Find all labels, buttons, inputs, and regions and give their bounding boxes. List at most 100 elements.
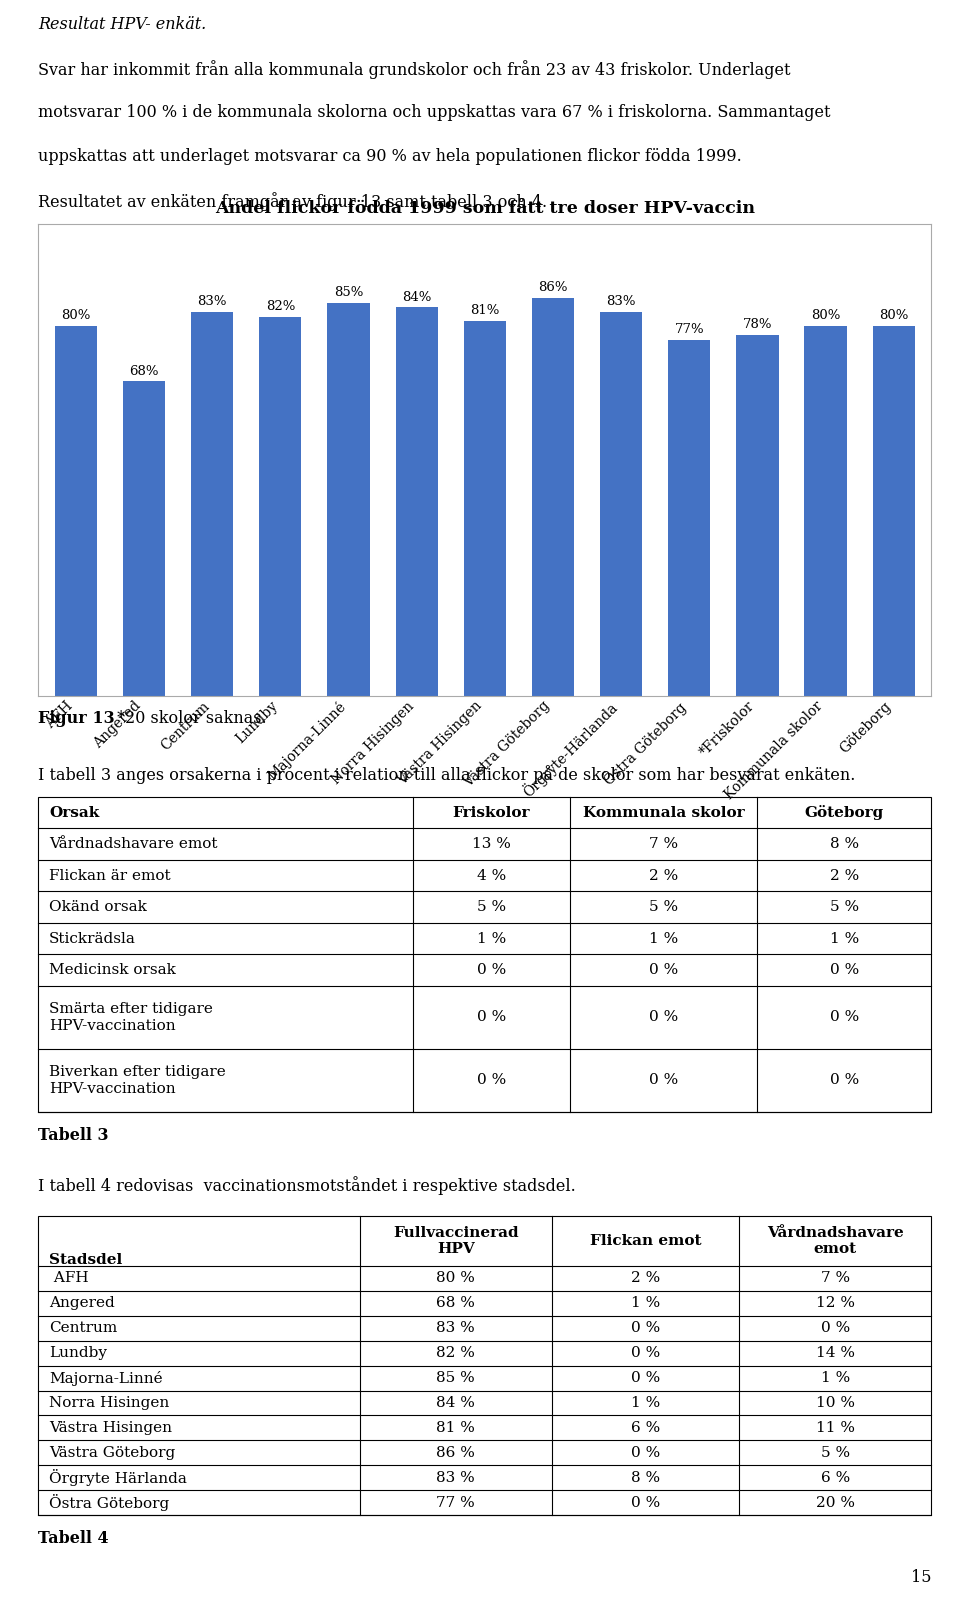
Text: Vårdnadshavare
emot: Vårdnadshavare emot — [767, 1226, 903, 1256]
Text: 83 %: 83 % — [437, 1322, 475, 1334]
Text: Figur 13: Figur 13 — [38, 710, 115, 726]
Text: AFH: AFH — [49, 1272, 88, 1285]
Text: 15: 15 — [911, 1570, 931, 1586]
Text: 80%: 80% — [811, 309, 840, 322]
Text: Tabell 3: Tabell 3 — [38, 1126, 108, 1144]
Text: 83%: 83% — [607, 296, 636, 309]
Text: 83%: 83% — [198, 296, 227, 309]
Text: Angered: Angered — [49, 1296, 115, 1310]
Text: 0 %: 0 % — [477, 963, 506, 978]
Text: Smärta efter tidigare
HPV-vaccination: Smärta efter tidigare HPV-vaccination — [49, 1002, 213, 1032]
Text: 86%: 86% — [539, 282, 567, 294]
Text: 14 %: 14 % — [816, 1346, 854, 1360]
Text: Västra Göteborg: Västra Göteborg — [49, 1446, 176, 1459]
Text: 5 %: 5 % — [649, 901, 678, 914]
Text: Fullvaccinerad
HPV: Fullvaccinerad HPV — [393, 1226, 518, 1256]
Bar — [396, 307, 438, 696]
Text: 0 %: 0 % — [821, 1322, 850, 1334]
Bar — [736, 334, 779, 696]
Text: 84 %: 84 % — [437, 1395, 475, 1410]
Text: 86 %: 86 % — [437, 1446, 475, 1459]
Text: Östra Göteborg: Östra Göteborg — [49, 1494, 169, 1512]
Text: Centrum: Centrum — [49, 1322, 117, 1334]
Text: 11 %: 11 % — [816, 1421, 854, 1435]
Text: Resultatet av enkäten framgår av figur 13 samt tabell 3 och 4.: Resultatet av enkäten framgår av figur 1… — [38, 192, 547, 211]
Text: 12 %: 12 % — [816, 1296, 854, 1310]
Bar — [532, 298, 574, 696]
Text: 0 %: 0 % — [477, 1011, 506, 1024]
Text: Stadsdel: Stadsdel — [49, 1253, 122, 1267]
Text: 80 %: 80 % — [437, 1272, 475, 1285]
Text: 80%: 80% — [61, 309, 90, 322]
Text: 84%: 84% — [402, 291, 431, 304]
Text: Vårdnadshavare emot: Vårdnadshavare emot — [49, 837, 218, 851]
Text: 4 %: 4 % — [477, 869, 506, 883]
Text: Stickrädsla: Stickrädsla — [49, 931, 136, 946]
Text: 10 %: 10 % — [816, 1395, 854, 1410]
Text: 5 %: 5 % — [477, 901, 506, 914]
Text: 1 %: 1 % — [631, 1296, 660, 1310]
Text: 77%: 77% — [675, 323, 704, 336]
Bar — [123, 381, 165, 696]
Text: 83 %: 83 % — [437, 1470, 475, 1485]
Text: uppskattas att underlaget motsvarar ca 90 % av hela populationen flickor födda 1: uppskattas att underlaget motsvarar ca 9… — [38, 149, 742, 165]
Text: 0 %: 0 % — [631, 1346, 660, 1360]
Text: 81 %: 81 % — [437, 1421, 475, 1435]
Text: 5 %: 5 % — [821, 1446, 850, 1459]
Text: 0 %: 0 % — [631, 1446, 660, 1459]
Text: Flickan emot: Flickan emot — [589, 1234, 701, 1248]
Text: Resultat HPV- enkät.: Resultat HPV- enkät. — [38, 16, 206, 34]
Bar — [804, 326, 847, 696]
Title: Andel flickor födda 1999 som fått tre doser HPV-vaccin: Andel flickor födda 1999 som fått tre do… — [215, 200, 755, 218]
Text: 2 %: 2 % — [829, 869, 859, 883]
Text: 5 %: 5 % — [829, 901, 858, 914]
Text: Friskolor: Friskolor — [453, 805, 530, 819]
Text: 80%: 80% — [879, 309, 908, 322]
Text: 81%: 81% — [470, 304, 499, 317]
Text: 82%: 82% — [266, 299, 295, 314]
Text: 1 %: 1 % — [821, 1371, 850, 1386]
Bar — [327, 302, 370, 696]
Text: 0 %: 0 % — [631, 1496, 660, 1510]
Text: 6 %: 6 % — [631, 1421, 660, 1435]
Text: 78%: 78% — [743, 318, 772, 331]
Bar — [600, 312, 642, 696]
Text: 0 %: 0 % — [649, 1011, 678, 1024]
Text: 1 %: 1 % — [829, 931, 859, 946]
Text: Lundby: Lundby — [49, 1346, 108, 1360]
Bar — [259, 317, 301, 696]
Text: 13 %: 13 % — [472, 837, 511, 851]
Text: 0 %: 0 % — [477, 1074, 506, 1088]
Bar — [464, 322, 506, 696]
Text: Göteborg: Göteborg — [804, 805, 884, 821]
Text: Flickan är emot: Flickan är emot — [49, 869, 171, 883]
Text: motsvarar 100 % i de kommunala skolorna och uppskattas vara 67 % i friskolorna. : motsvarar 100 % i de kommunala skolorna … — [38, 104, 831, 122]
Text: 7 %: 7 % — [821, 1272, 850, 1285]
Text: 77 %: 77 % — [437, 1496, 475, 1510]
Text: 1 %: 1 % — [649, 931, 678, 946]
Text: *20 skolor saknas.: *20 skolor saknas. — [111, 710, 266, 726]
Text: 0 %: 0 % — [829, 1074, 859, 1088]
Text: 0 %: 0 % — [649, 1074, 678, 1088]
Text: 0 %: 0 % — [631, 1371, 660, 1386]
Text: Tabell 4: Tabell 4 — [38, 1530, 109, 1547]
Bar — [873, 326, 915, 696]
Text: 85%: 85% — [334, 286, 363, 299]
Text: 7 %: 7 % — [649, 837, 678, 851]
Text: 85 %: 85 % — [437, 1371, 475, 1386]
Text: I tabell 3 anges orsakerna i procent i relation till alla flickor på de skolor s: I tabell 3 anges orsakerna i procent i r… — [38, 765, 855, 784]
Text: Okänd orsak: Okänd orsak — [49, 901, 147, 914]
Text: Svar har inkommit från alla kommunala grundskolor och från 23 av 43 friskolor. U: Svar har inkommit från alla kommunala gr… — [38, 59, 791, 78]
Text: 0 %: 0 % — [649, 963, 678, 978]
Text: Örgryte Härlanda: Örgryte Härlanda — [49, 1469, 187, 1486]
Text: 0 %: 0 % — [631, 1322, 660, 1334]
Text: 1 %: 1 % — [477, 931, 506, 946]
Text: Majorna-Linné: Majorna-Linné — [49, 1371, 163, 1386]
Text: I tabell 4 redovisas  vaccinationsmotståndet i respektive stadsdel.: I tabell 4 redovisas vaccinationsmotstån… — [38, 1176, 576, 1195]
Text: 8 %: 8 % — [631, 1470, 660, 1485]
Text: 2 %: 2 % — [649, 869, 678, 883]
Text: 0 %: 0 % — [829, 963, 859, 978]
Text: 68 %: 68 % — [437, 1296, 475, 1310]
Text: 6 %: 6 % — [821, 1470, 850, 1485]
Text: 0 %: 0 % — [829, 1011, 859, 1024]
